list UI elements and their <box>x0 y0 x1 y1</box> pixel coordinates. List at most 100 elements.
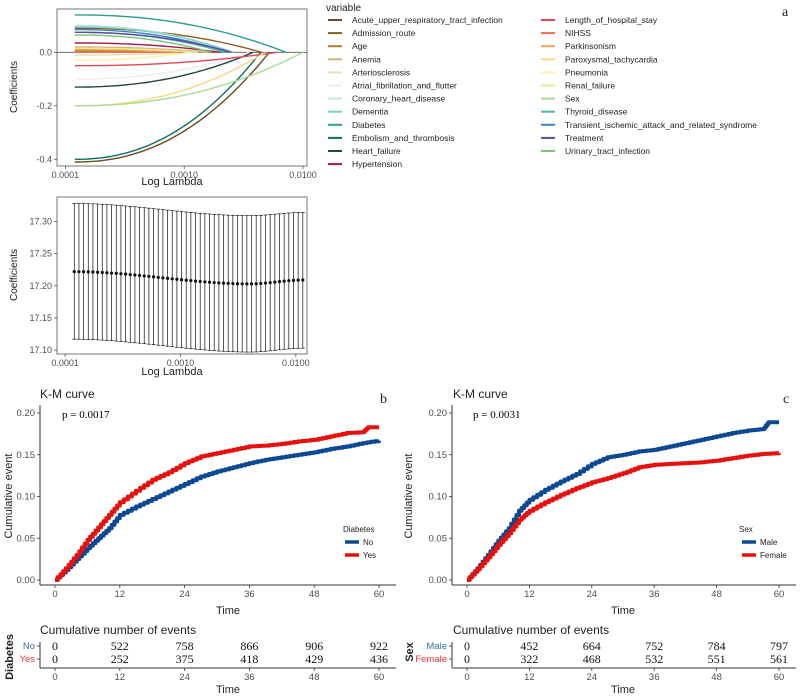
km-b-p-value: p = 0.0017 <box>62 409 110 421</box>
cv-mean-point <box>217 281 221 285</box>
y-tick-label: 0.00 <box>429 575 448 586</box>
risk-table-cell: 468 <box>583 652 601 666</box>
cv-plot-border <box>56 196 308 355</box>
km-c-p-value: p = 0.0031 <box>473 409 520 421</box>
cv-mean-point <box>91 270 95 274</box>
legend-label: Atrial_fibrillation_and_flutter <box>352 81 457 91</box>
legend-label-yes: Yes <box>363 551 376 560</box>
km-curve-sex: K-M curve p = 0.0031 0.00 0.05 0.10 0.15 0.2… <box>403 387 796 696</box>
legend-label: Renal_failure <box>565 81 615 91</box>
cv-mean-point <box>296 278 300 282</box>
legend-label: Admission_route <box>352 28 416 38</box>
coef-path-dementia <box>74 26 234 53</box>
km-b-strata-label: Diabetes <box>4 634 16 680</box>
coef-path-acute-upper-respiratory-tract-infection <box>74 51 270 163</box>
risk-table-cell: 784 <box>708 639 726 653</box>
km-b-title: K-M curve <box>40 387 95 401</box>
legend-label: Length_of_hospital_stay <box>565 15 658 25</box>
cv-x-axis-title: Log Lambda <box>141 366 203 378</box>
coef-path-parkinsonism <box>74 49 179 53</box>
lasso-y-axis-title: Coefficients <box>9 61 20 113</box>
table-x-tick-label: 36 <box>244 672 255 683</box>
y-tick-label: -0.4 <box>36 154 52 164</box>
coef-path-arteriosclerosis <box>74 51 194 56</box>
cv-mean-point <box>193 279 198 283</box>
cv-mean-point <box>231 281 235 286</box>
risk-table-cell: 0 <box>52 652 58 666</box>
y-tick-label: 0.15 <box>17 450 36 461</box>
cv-mean-point <box>165 276 170 280</box>
x-tick-label: 36 <box>244 589 255 600</box>
cv-mean-point <box>226 281 230 285</box>
x-tick-label: 48 <box>309 589 320 600</box>
legend-label: Treatment <box>565 133 604 143</box>
x-tick-label: 0.0100 <box>289 170 317 180</box>
panel-letter-b: b <box>380 392 387 407</box>
cv-mean-point <box>189 279 193 283</box>
y-tick-label: 0.00 <box>17 575 36 586</box>
cv-mean-point <box>203 280 207 284</box>
risk-table-cell: 375 <box>176 652 194 666</box>
x-tick-label: 24 <box>587 589 598 600</box>
x-tick-label: 0 <box>52 589 57 600</box>
cv-mean-point <box>245 282 249 286</box>
km-curve-male <box>467 420 779 582</box>
x-tick-label: 60 <box>374 589 385 600</box>
y-tick-label: 0.20 <box>429 408 448 419</box>
y-tick-label: 0.0 <box>39 47 52 57</box>
x-tick-label: 12 <box>524 589 535 600</box>
cv-mean-point <box>105 271 109 275</box>
km-c-x-axis-title: Time <box>611 605 635 617</box>
y-tick-label: 17.30 <box>29 216 52 226</box>
x-tick-label: 0.0010 <box>170 170 198 180</box>
legend-label: Age <box>352 41 367 51</box>
km-c-strata-label: Sex <box>404 641 416 661</box>
legend-label: Sex <box>565 94 580 104</box>
table-x-tick-label: 24 <box>587 672 598 683</box>
risk-table-row-label: Yes <box>20 654 36 665</box>
risk-table-row-label: No <box>23 641 35 652</box>
cv-mean-point <box>207 280 212 284</box>
km-curve-no <box>55 439 381 582</box>
legend-label: Heart_failure <box>352 146 401 156</box>
km-b-table-x-axis-title: Time <box>216 684 240 696</box>
km-c-title: K-M curve <box>453 387 508 401</box>
cv-mean-point <box>249 282 254 286</box>
risk-table-cell: 0 <box>464 652 470 666</box>
coef-path-sex <box>74 51 304 107</box>
km-b-x-axis-title: Time <box>216 605 240 617</box>
cv-mean-point <box>282 279 286 283</box>
risk-table-cell: 752 <box>645 639 663 653</box>
cv-mean-point <box>128 272 132 277</box>
km-b-risk-table-title: Cumulative number of events <box>40 623 196 637</box>
panel-letter-c: c <box>783 392 789 407</box>
cv-mean-point <box>263 281 268 285</box>
cv-mean-point <box>147 274 151 278</box>
legend-label: Hypertension <box>352 159 402 169</box>
risk-table-cell: 252 <box>111 652 129 666</box>
x-tick-label: 24 <box>179 589 190 600</box>
legend-label: Thyroid_disease <box>565 107 628 117</box>
coef-path-urinary-tract-infection <box>74 34 212 53</box>
risk-table-cell: 561 <box>770 652 788 666</box>
table-x-tick-label: 12 <box>115 672 126 683</box>
coef-path-length-of-hospital-stay <box>74 51 277 67</box>
cv-mean-point <box>273 280 277 284</box>
km-b-legend-title: Diabetes <box>343 525 375 534</box>
risk-table-cell: 551 <box>708 652 726 666</box>
legend-label: Dementia <box>352 107 389 117</box>
legend-label: Diabetes <box>352 120 386 130</box>
km-c-y-axis-title: Cumulative event <box>403 454 415 539</box>
cv-mean-point <box>72 270 76 274</box>
km-c-legend-title: Sex <box>739 525 753 534</box>
coef-path-embolism-and-thrombosis <box>74 51 262 161</box>
risk-table-cell: 418 <box>240 652 258 666</box>
cv-mean-point <box>259 281 263 286</box>
risk-table-row-label: Female <box>415 654 447 665</box>
table-x-tick-label: 0 <box>52 672 57 683</box>
coef-path-renal-failure <box>74 47 198 53</box>
cv-mean-point <box>301 278 305 282</box>
coef-path-diabetes <box>74 14 287 53</box>
cv-mean-point <box>221 281 226 285</box>
